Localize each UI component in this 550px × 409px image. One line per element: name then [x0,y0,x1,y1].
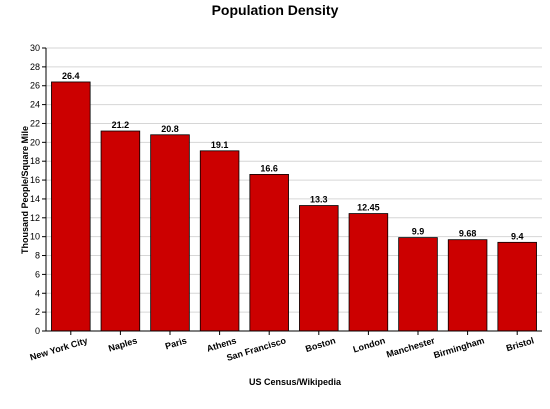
data-label: 9.9 [412,227,425,237]
data-label: 26.4 [62,71,80,81]
y-tick-label: 20 [30,137,40,147]
y-tick-label: 2 [35,307,40,317]
y-tick-label: 28 [30,62,40,72]
y-tick-label: 24 [30,100,40,110]
data-label: 19.1 [211,140,229,150]
bar [249,174,289,332]
data-label: 21.2 [112,120,130,130]
bar [497,241,537,332]
category-label: Bristol [505,335,535,353]
y-tick-label: 4 [35,288,40,298]
y-tick-label: 30 [30,43,40,53]
y-tick-label: 22 [30,118,40,128]
y-tick-label: 10 [30,232,40,242]
data-label: 16.6 [260,163,278,173]
y-tick-label: 12 [30,213,40,223]
y-tick-label: 18 [30,156,40,166]
bar [100,130,141,332]
bar [150,134,190,332]
bar [51,81,91,332]
category-label: New York City [29,335,89,362]
category-label: Birmingham [432,335,485,360]
category-label: Paris [164,335,188,351]
y-tick-label: 8 [35,251,40,261]
bar [299,205,339,332]
y-tick-label: 14 [30,194,40,204]
bar [447,239,488,332]
bars-layer [51,81,537,332]
chart-title: Population Density [212,2,339,18]
x-axis-label: US Census/Wikipedia [249,377,342,387]
category-label: Naples [107,335,138,353]
data-label: 9.68 [459,229,477,239]
y-tick-label: 26 [30,81,40,91]
category-label: Boston [304,335,337,354]
bar [398,237,438,332]
y-tick-label: 6 [35,269,40,279]
data-label: 9.4 [511,231,524,241]
bar [348,213,389,332]
data-label: 13.3 [310,195,328,205]
bar [199,150,240,332]
axis-layer [42,47,542,335]
y-tick-label: 0 [35,326,40,336]
y-tick-label: 16 [30,175,40,185]
data-label: 12.45 [357,203,380,213]
data-label: 20.8 [161,124,179,134]
y-axis-label: Thousand People/Square Mile [20,126,30,254]
category-label: London [352,335,386,354]
category-label: Manchester [385,335,436,359]
